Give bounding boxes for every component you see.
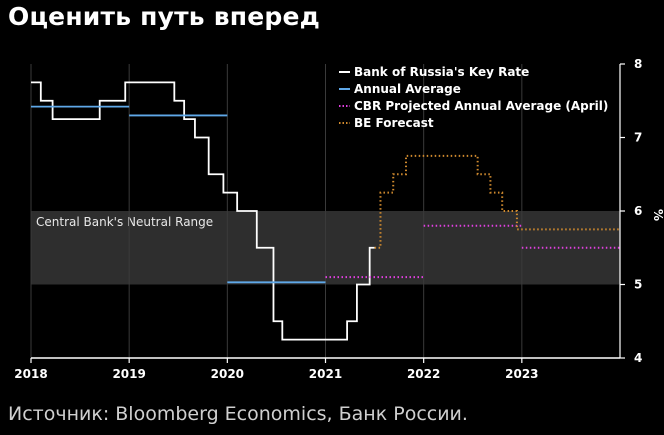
y-axis-unit: % <box>651 209 664 221</box>
x-tick-label: 2021 <box>309 367 342 381</box>
legend-entry: Bank of Russia's Key Rate <box>354 65 529 79</box>
legend: Bank of Russia's Key Rate Annual Average C… <box>339 65 608 130</box>
x-tick-label: 2023 <box>505 367 538 381</box>
y-tick-label: 6 <box>634 204 642 218</box>
axis-layer: 2018 2019 2020 2021 2022 2023 4 5 6 7 8% <box>14 57 664 381</box>
series-line-3 <box>374 154 620 249</box>
x-tick-label: 2019 <box>112 367 145 381</box>
y-tick-label: 7 <box>634 131 642 145</box>
x-tick-label: 2020 <box>211 367 244 381</box>
y-tick-label: 4 <box>634 351 642 365</box>
legend-entry: Annual Average <box>354 82 461 96</box>
x-tick-label: 2018 <box>14 367 47 381</box>
source-note: Источник: Bloomberg Economics, Банк Росс… <box>8 403 468 425</box>
legend-entry: CBR Projected Annual Average (April) <box>354 99 608 113</box>
series-line-0 <box>31 81 375 341</box>
neutral-range-label: Central Bank's Neutral Range <box>36 215 213 229</box>
grid-layer <box>30 64 523 358</box>
y-tick-label: 8 <box>634 57 642 71</box>
page-title: Оценить путь вперед <box>8 2 320 31</box>
y-tick-label: 5 <box>634 278 642 292</box>
series-layer <box>31 81 620 341</box>
x-tick-label: 2022 <box>407 367 440 381</box>
legend-entry: BE Forecast <box>354 116 434 130</box>
